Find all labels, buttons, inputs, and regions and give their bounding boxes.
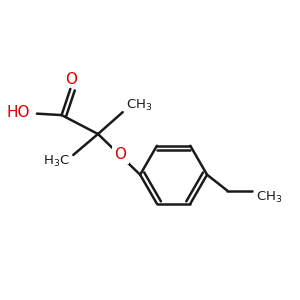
- Text: HO: HO: [7, 105, 31, 120]
- Text: O: O: [115, 147, 127, 162]
- Text: O: O: [65, 72, 77, 87]
- Text: H$_3$C: H$_3$C: [44, 154, 70, 169]
- Text: CH$_3$: CH$_3$: [126, 98, 153, 113]
- Text: CH$_3$: CH$_3$: [256, 190, 282, 205]
